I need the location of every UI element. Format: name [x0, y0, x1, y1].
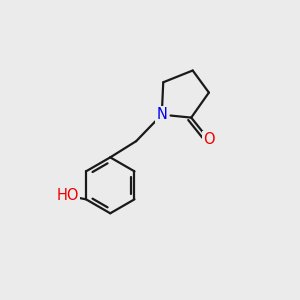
Text: N: N [156, 107, 167, 122]
Text: O: O [203, 132, 215, 147]
Text: HO: HO [56, 188, 79, 203]
